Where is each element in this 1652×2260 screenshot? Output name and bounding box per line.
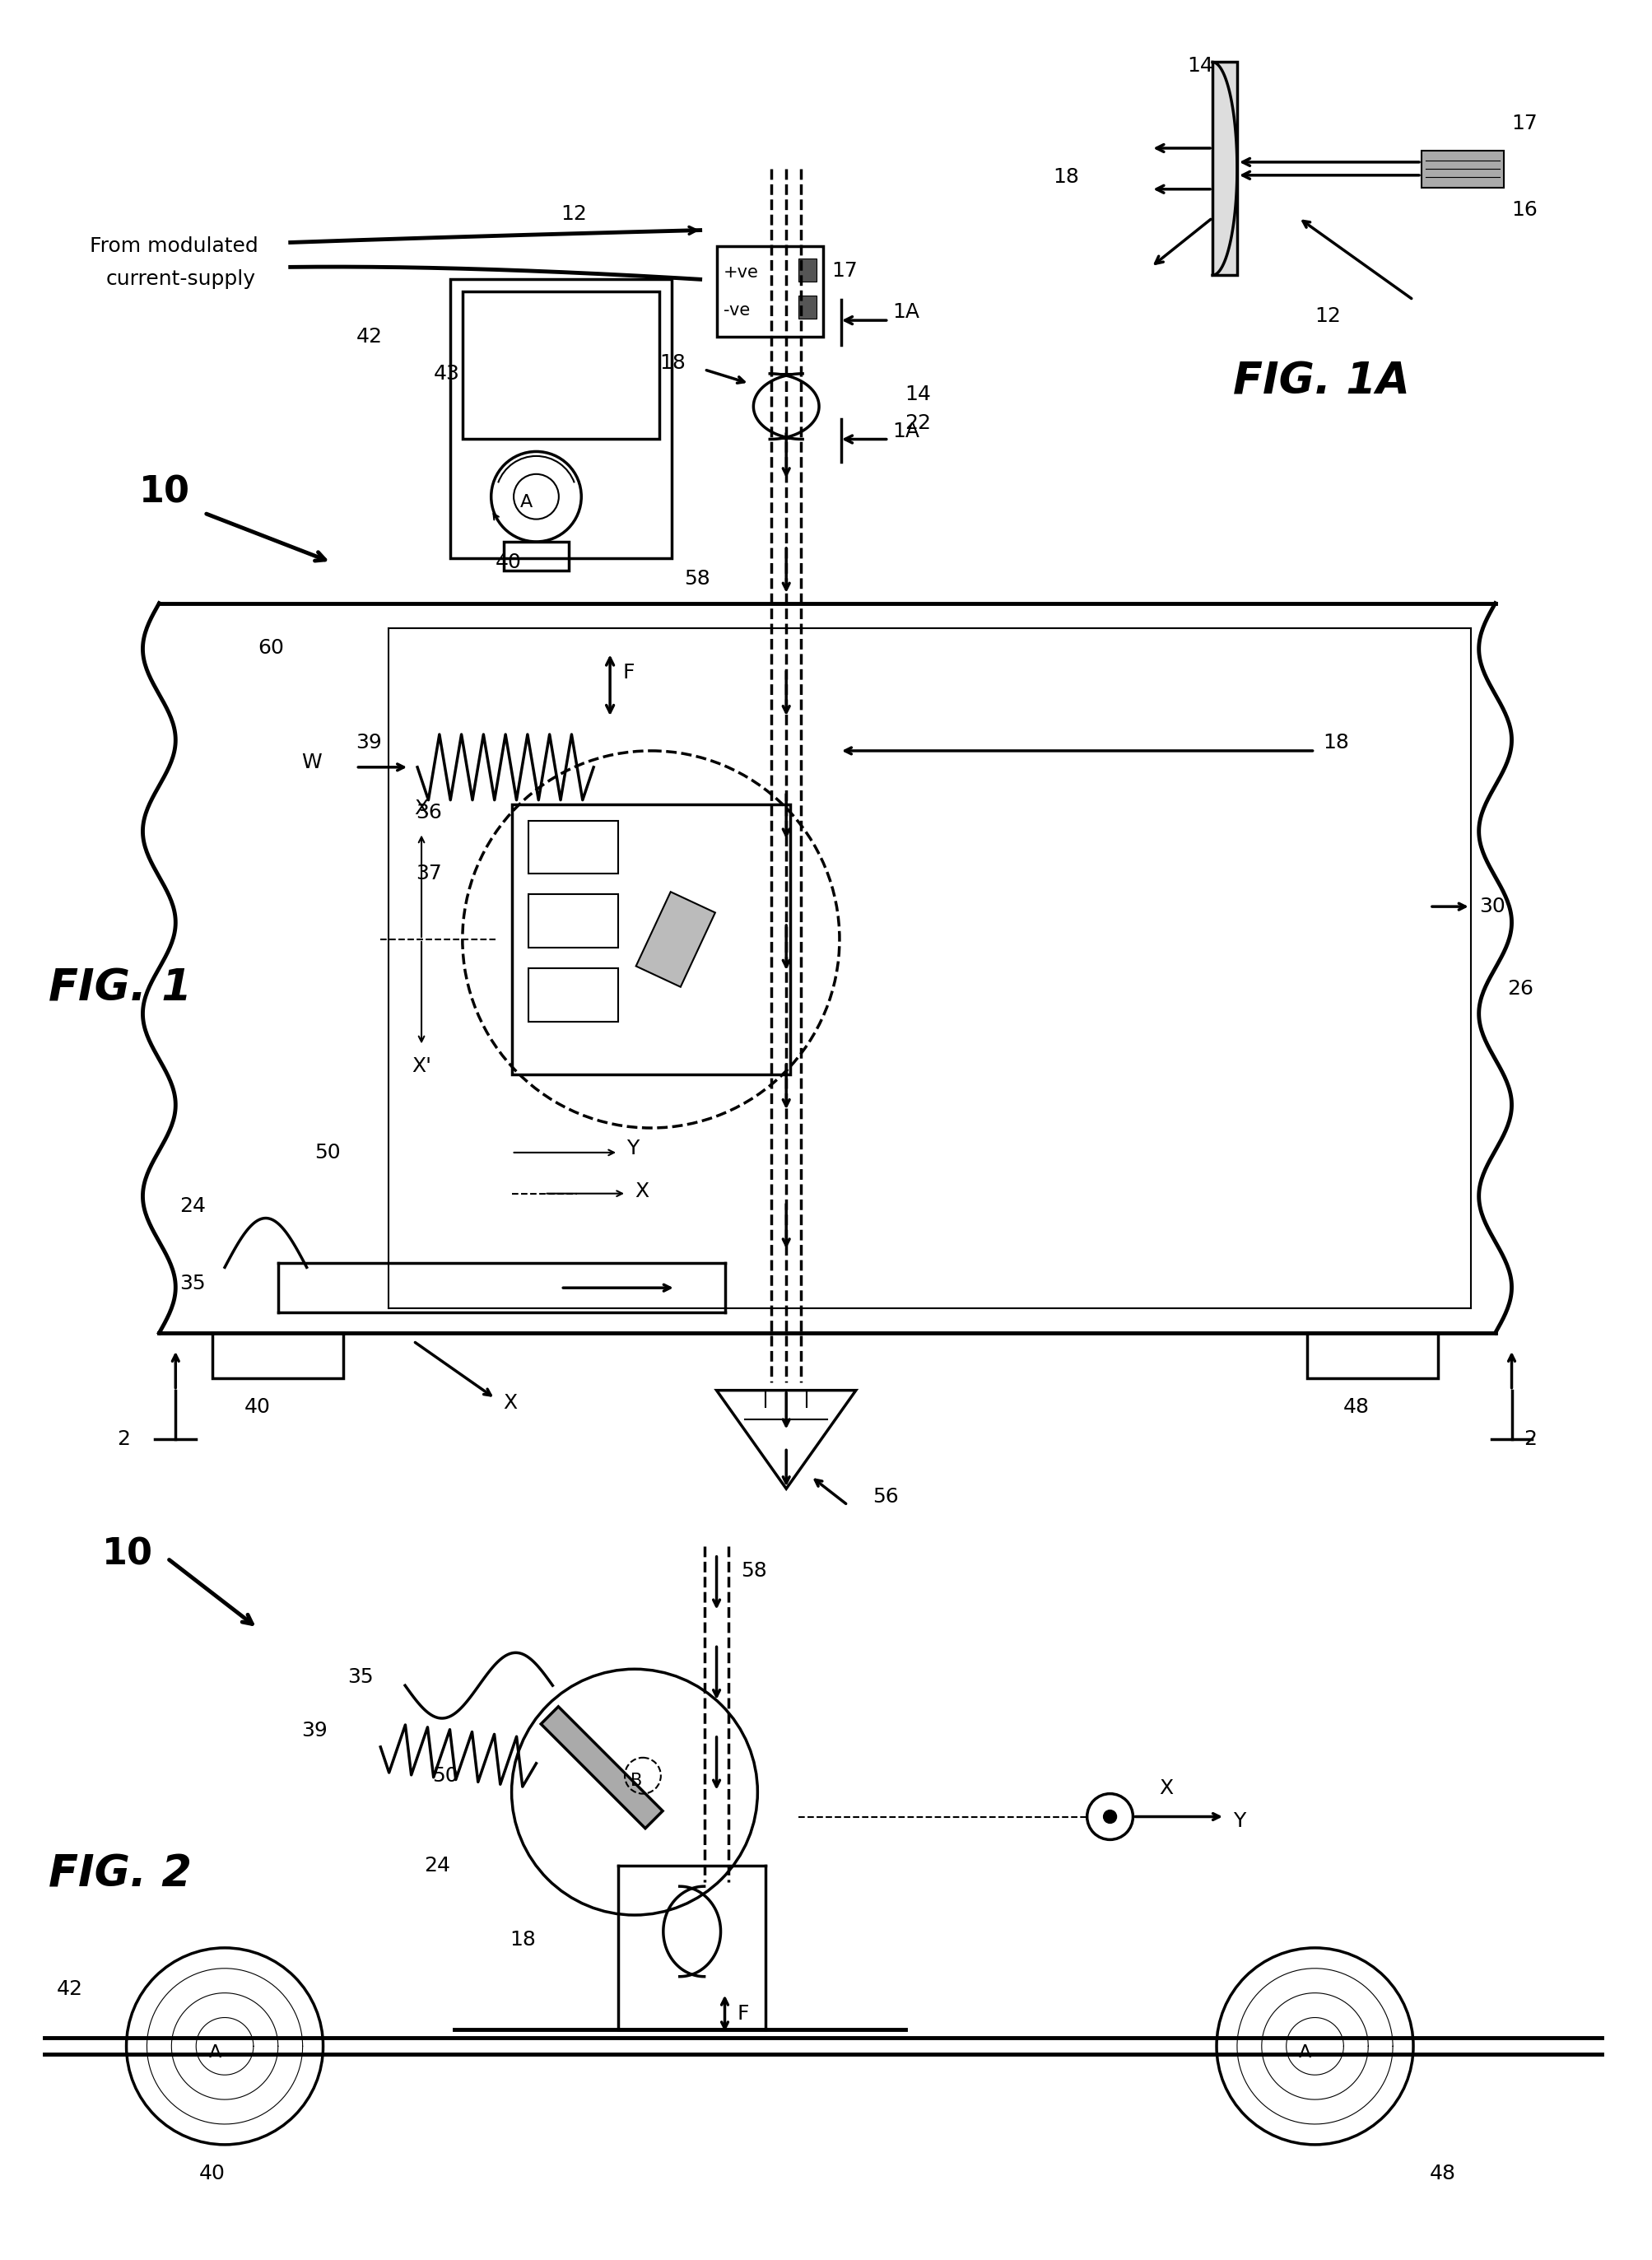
- Text: current-supply: current-supply: [106, 269, 256, 289]
- Bar: [529, 967, 618, 1022]
- Text: 48: 48: [1429, 2163, 1455, 2183]
- Text: X': X': [411, 1058, 431, 1076]
- Text: 17: 17: [1512, 113, 1538, 133]
- Text: 30: 30: [1479, 897, 1505, 918]
- Text: 58: 58: [742, 1562, 767, 1580]
- Text: A: A: [208, 2045, 221, 2061]
- Text: X: X: [634, 1182, 649, 1200]
- Text: 58: 58: [684, 570, 710, 588]
- Bar: [449, 280, 671, 558]
- Text: X: X: [415, 798, 428, 818]
- Text: 39: 39: [355, 732, 382, 753]
- Text: W: W: [301, 753, 322, 773]
- Text: 14: 14: [1188, 56, 1213, 77]
- Text: F: F: [623, 662, 634, 683]
- Text: +ve: +ve: [724, 264, 758, 280]
- Bar: [798, 260, 816, 282]
- Bar: [1307, 1333, 1437, 1379]
- Text: -ve: -ve: [724, 303, 750, 319]
- Polygon shape: [540, 1706, 662, 1828]
- Text: 40: 40: [200, 2163, 226, 2183]
- Text: X: X: [1160, 1779, 1173, 1799]
- Text: 10: 10: [102, 1537, 154, 1573]
- Text: 18: 18: [510, 1930, 537, 1950]
- Text: 60: 60: [258, 637, 284, 658]
- Bar: [717, 246, 823, 337]
- Bar: [213, 1333, 344, 1379]
- Text: 40: 40: [496, 551, 522, 572]
- Text: 18: 18: [659, 353, 686, 373]
- Text: 36: 36: [416, 802, 443, 823]
- Text: 43: 43: [434, 364, 459, 384]
- Text: 35: 35: [180, 1275, 206, 1293]
- Text: 17: 17: [831, 262, 857, 280]
- Text: X: X: [504, 1392, 517, 1412]
- Text: 24: 24: [180, 1196, 206, 1216]
- Text: 16: 16: [1512, 199, 1538, 219]
- Text: 2: 2: [117, 1431, 131, 1449]
- Text: B: B: [631, 1772, 643, 1790]
- Text: 50: 50: [433, 1765, 458, 1785]
- Bar: [463, 292, 659, 438]
- Text: FIG. 2: FIG. 2: [48, 1853, 192, 1896]
- Bar: [529, 895, 618, 947]
- Text: 48: 48: [1343, 1397, 1370, 1417]
- Text: FIG. 1A: FIG. 1A: [1232, 359, 1409, 402]
- Text: 12: 12: [560, 203, 586, 224]
- Text: From modulated: From modulated: [89, 237, 258, 255]
- Text: 12: 12: [1315, 307, 1341, 325]
- Text: 10: 10: [139, 475, 190, 511]
- Bar: [512, 805, 790, 1076]
- Text: 22: 22: [905, 414, 932, 432]
- Text: 26: 26: [1508, 979, 1535, 999]
- Text: F: F: [737, 2005, 748, 2023]
- Text: 14: 14: [905, 384, 932, 405]
- Text: 1A: 1A: [892, 303, 920, 321]
- Text: 40: 40: [244, 1397, 271, 1417]
- Text: 24: 24: [425, 1855, 449, 1876]
- Text: 35: 35: [347, 1668, 373, 1688]
- Bar: [798, 296, 816, 319]
- Text: Y: Y: [626, 1139, 639, 1159]
- Circle shape: [1104, 1810, 1117, 1824]
- Text: 2: 2: [1525, 1431, 1536, 1449]
- Text: 18: 18: [1323, 732, 1350, 753]
- Text: A: A: [520, 495, 532, 511]
- Bar: [529, 820, 618, 875]
- Text: FIG. 1: FIG. 1: [48, 967, 192, 1010]
- Text: 56: 56: [872, 1487, 899, 1507]
- Text: 1A: 1A: [892, 420, 920, 441]
- Text: 42: 42: [355, 328, 382, 346]
- Text: 18: 18: [1052, 167, 1079, 188]
- Text: 37: 37: [416, 863, 443, 884]
- Polygon shape: [636, 893, 715, 988]
- Polygon shape: [1213, 61, 1237, 276]
- Text: Y: Y: [1232, 1810, 1246, 1831]
- Text: 42: 42: [56, 1980, 83, 1998]
- Bar: [504, 542, 568, 570]
- Text: 50: 50: [316, 1144, 340, 1162]
- Text: 39: 39: [301, 1720, 327, 1740]
- Text: A: A: [1298, 2045, 1312, 2061]
- Bar: [1421, 151, 1503, 188]
